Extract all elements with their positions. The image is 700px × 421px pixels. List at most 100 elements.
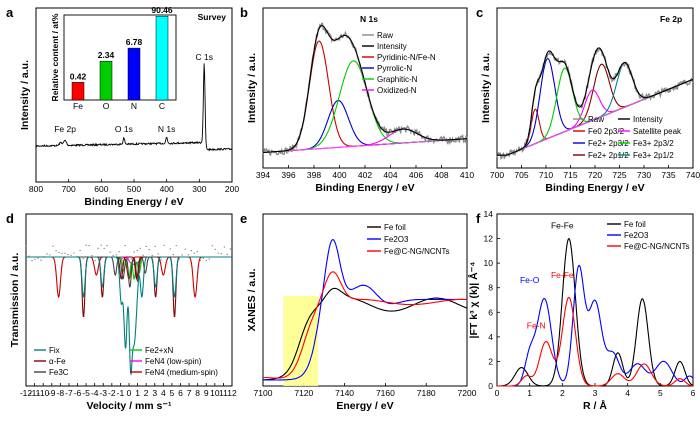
raw-data-point: [175, 244, 177, 247]
x-tick-label: 398: [307, 170, 321, 180]
legend-label: Oxidized-N: [377, 86, 417, 95]
raw-data-point: [34, 258, 36, 260]
x-tick-label: 10: [210, 388, 220, 398]
x-axis-title: Energy / eV: [336, 400, 393, 412]
raw-data-point: [103, 247, 105, 250]
y-tick-label: 12: [484, 234, 494, 244]
raw-data-point: [205, 259, 207, 261]
x-tick-label: -9: [48, 388, 56, 398]
raw-data-point: [55, 250, 57, 252]
raw-data-point: [67, 253, 69, 256]
legend-label: Fe3C: [49, 368, 69, 377]
y-tick-label: 4: [488, 332, 493, 342]
xanes-curve: [263, 287, 468, 381]
x-tick-label: -3: [99, 388, 107, 398]
peak-annotation: Fe-O: [520, 275, 540, 285]
raw-data-point: [214, 248, 216, 250]
x-tick-label: 6: [691, 388, 696, 398]
raw-data-point: [112, 255, 114, 257]
x-tick-label: 402: [358, 170, 372, 180]
raw-data-point: [94, 260, 96, 262]
y-tick-label: 8: [488, 283, 493, 293]
raw-data-point: [211, 245, 213, 247]
x-tick-label: 1: [135, 388, 140, 398]
ft-curve: [497, 237, 694, 387]
panel-f-exafs: 0 1 2 3 4 5 6R / Å|FT k³ χ (k)| Å⁻⁴f0246810121…: [467, 209, 696, 412]
x-tick-label: 600: [94, 184, 108, 194]
raw-data-point: [220, 253, 222, 255]
raw-data-point: [190, 250, 192, 252]
raw-data-point: [151, 254, 153, 257]
raw-data-point: [196, 251, 198, 253]
x-tick-label: 705: [514, 170, 528, 180]
inset-bar-value: 6.78: [126, 37, 143, 47]
x-tick-label: -5: [82, 388, 90, 398]
raw-data-point: [46, 253, 48, 255]
legend-label: Fe3+ 2p3/2: [633, 139, 674, 148]
x-tick-label: 4: [161, 388, 166, 398]
spectrum-title: N 1s: [360, 14, 378, 24]
x-tick-label: 7160: [376, 388, 395, 398]
raw-data-point: [136, 249, 138, 252]
x-tick-label: 500: [127, 184, 141, 194]
legend-label: Raw: [588, 115, 604, 124]
x-tick-label: 4: [625, 388, 630, 398]
y-tick-label: 6: [488, 307, 493, 317]
raw-data-point: [148, 249, 150, 251]
peak-label: O 1s: [115, 124, 133, 134]
raw-data-point: [130, 258, 132, 260]
legend-label: FeN4 (medium-spin): [145, 368, 218, 377]
y-axis-title: Transmission / a.u.: [9, 253, 21, 348]
y-tick-label: 2: [488, 356, 493, 366]
peak-annotation: Fe-Fe: [551, 270, 574, 280]
peak-annotation: Fe-Fe: [551, 221, 574, 231]
legend-label: Fe foil: [624, 220, 646, 229]
inset-bar: [71, 82, 85, 101]
x-tick-label: 400: [332, 170, 346, 180]
raw-data-point: [49, 254, 51, 256]
x-axis-title: Binding Energy / eV: [84, 196, 183, 208]
panel-c-fe2p: 700 705 710 715 720 725 730 735 740 Binding Energ…: [476, 5, 700, 194]
survey-spectrum: [35, 63, 233, 152]
raw-data-point: [100, 244, 102, 246]
raw-data-point: [118, 250, 120, 253]
raw-data-point: [157, 253, 159, 255]
x-tick-label: -6: [74, 388, 82, 398]
x-tick-label: 5: [170, 388, 175, 398]
raw-data-point: [124, 244, 126, 247]
raw-data-point: [187, 254, 189, 256]
y-tick-label: 0: [488, 381, 493, 391]
raw-data-point: [142, 254, 144, 256]
legend-label: Satellite peak: [633, 127, 682, 136]
raw-data-point: [208, 258, 210, 260]
peak-label: C 1s: [195, 52, 212, 62]
raw-data-point: [85, 244, 87, 246]
raw-data-point: [52, 245, 54, 247]
x-tick-label: -1: [117, 388, 125, 398]
legend-label: FeN4 (low-spin): [145, 357, 202, 366]
pre-edge-highlight: [283, 296, 319, 386]
inset-category: Fe: [73, 101, 83, 111]
survey-title: Survey: [198, 12, 227, 22]
y-axis-title: XANES / a.u.: [246, 268, 258, 331]
x-tick-label: 7120: [294, 388, 313, 398]
legend-label: Pyridinic-N/Fe-N: [377, 53, 436, 62]
x-tick-label: 735: [661, 170, 675, 180]
y-axis-title: Intensity / a.u.: [19, 60, 31, 130]
raw-data-point: [163, 244, 165, 246]
x-tick-label: 2: [560, 388, 565, 398]
x-tick-label: 12: [227, 388, 237, 398]
peak-annotation: Fe-N: [527, 320, 546, 330]
raw-data-point: [199, 259, 201, 262]
legend-label: Raw: [377, 31, 393, 40]
raw-data-point: [25, 245, 27, 247]
x-tick-label: 7: [187, 388, 192, 398]
raw-data-point: [106, 245, 108, 247]
component-curve: [26, 256, 232, 265]
legend-label: Fe3+ 2p1/2: [633, 151, 674, 160]
x-tick-label: 720: [588, 170, 602, 180]
raw-data-point: [37, 257, 39, 259]
x-tick-label: 800: [29, 184, 43, 194]
inset-y-title: Relative content / at%: [50, 13, 60, 101]
raw-spectrum: [262, 22, 468, 157]
